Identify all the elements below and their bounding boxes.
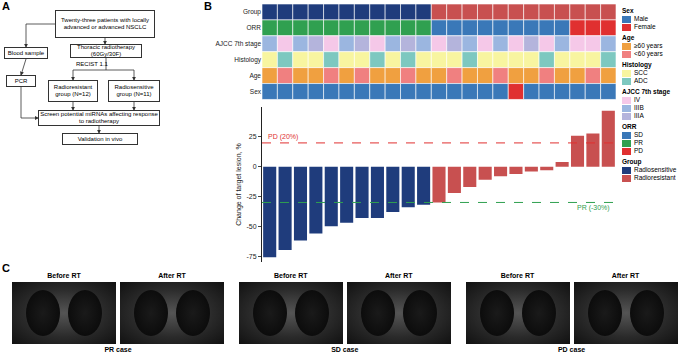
html-text:ADC: ADC [634, 77, 648, 84]
html-text:B: B [204, 0, 212, 12]
html-text:ORR: ORR [622, 123, 637, 130]
svg-text:PD (20%): PD (20%) [268, 133, 298, 141]
html-text:After RT: After RT [158, 272, 186, 279]
html-text:PR: PR [634, 139, 643, 146]
html-text:Before RT: Before RT [47, 272, 81, 279]
svg-text:PR (-30%): PR (-30%) [577, 204, 610, 212]
html-text:Male: Male [634, 15, 649, 22]
html-text:SD: SD [634, 131, 643, 138]
html-text:Validation in vivo: Validation in vivo [77, 135, 123, 142]
svg-text:AJCC 7th stage: AJCC 7th stage [215, 40, 261, 48]
html-text:Screen potential miRNAs affect: Screen potential miRNAs affecting respon… [40, 111, 158, 124]
html-text:Thoracic radiotherapy (60Gy/30: Thoracic radiotherapy (60Gy/30F) [77, 44, 135, 57]
html-text:PD: PD [634, 147, 643, 154]
html-text:IIIB: IIIB [634, 104, 644, 111]
svg-text:25: 25 [249, 133, 257, 140]
svg-text:-50: -50 [246, 223, 256, 230]
svg-text:0: 0 [253, 163, 257, 170]
svg-text:-25: -25 [246, 193, 256, 200]
html-text:Age: Age [622, 34, 635, 41]
html-text:SD case: SD case [331, 346, 359, 353]
html-text:Before RT: Before RT [500, 272, 535, 279]
svg-text:-75: -75 [246, 252, 256, 259]
html-text:Histology: Histology [622, 61, 652, 68]
html-text:C: C [2, 262, 10, 274]
html-text:SCC: SCC [634, 69, 648, 76]
html-text:PCR: PCR [14, 77, 28, 84]
html-text:PD case: PD case [557, 346, 586, 353]
html-text:Radioresistant group (N=12): Radioresistant group (N=12) [53, 84, 93, 97]
html-text:After RT: After RT [611, 272, 640, 279]
html-text:Radiosensitive group (N=11): Radiosensitive group (N=11) [114, 84, 154, 97]
html-text:RECIST 1.1: RECIST 1.1 [76, 61, 108, 67]
svg-text:Group: Group [243, 8, 261, 16]
html-text:IIIA: IIIA [634, 112, 644, 119]
html-text:A: A [2, 0, 10, 12]
html-text:AJCC 7th stage: AJCC 7th stage [622, 88, 670, 95]
html-text:PR case: PR case [104, 346, 132, 353]
html-text:<60 years: <60 years [634, 50, 663, 57]
html-text:Sex: Sex [622, 7, 634, 14]
html-text:Radioresistant: Radioresistant [634, 174, 676, 181]
svg-text:Age: Age [249, 72, 261, 80]
html-text:Twenty-three patients with loc: Twenty-three patients with locally advan… [61, 17, 149, 30]
html-text:Blood sample: Blood sample [7, 49, 45, 56]
svg-text:Sex: Sex [250, 88, 262, 95]
svg-text:Histology: Histology [234, 56, 261, 64]
html-text:Female: Female [634, 23, 656, 30]
svg-text:ORR: ORR [247, 24, 262, 31]
html-text:IV: IV [634, 96, 641, 103]
html-text:After RT: After RT [385, 272, 413, 279]
html-text:Before RT: Before RT [274, 272, 308, 279]
html-text:≥60 years: ≥60 years [634, 42, 663, 49]
html-text:Radiosensitive: Radiosensitive [634, 166, 677, 173]
svg-text:Change of target lesion, %: Change of target lesion, % [235, 143, 243, 226]
html-text:Group: Group [622, 158, 642, 165]
